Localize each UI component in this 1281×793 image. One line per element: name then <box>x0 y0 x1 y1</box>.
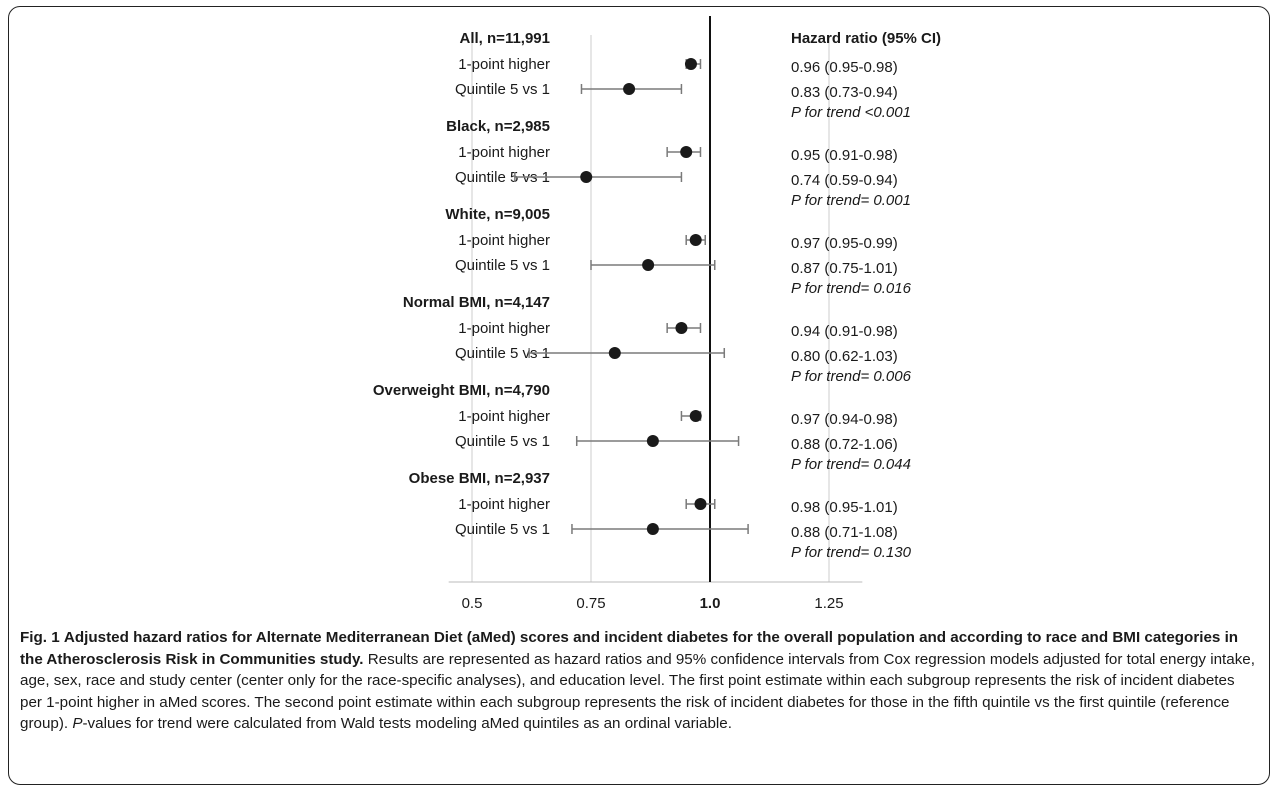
caption-title: Adjusted hazard ratios for Alternate Med… <box>20 629 1239 668</box>
point-estimate <box>689 234 702 246</box>
point-estimate <box>623 83 636 95</box>
point-estimate <box>689 410 702 422</box>
point-estimate <box>684 58 697 70</box>
row-label: 1-point higher <box>458 144 550 161</box>
row-label: Quintile 5 vs 1 <box>455 433 550 450</box>
row-label: 1-point higher <box>458 320 550 337</box>
point-estimate <box>694 498 707 510</box>
row-label: Quintile 5 vs 1 <box>455 521 550 538</box>
point-estimate <box>580 171 593 183</box>
x-tick-label: 1.0 <box>700 595 721 612</box>
hr-value: 0.83 (0.73-0.94) <box>791 84 898 101</box>
p-trend: P for trend= 0.006 <box>791 368 912 385</box>
hr-value: 0.80 (0.62-1.03) <box>791 348 898 365</box>
row-label: 1-point higher <box>458 232 550 249</box>
hr-value: 0.88 (0.71-1.08) <box>791 524 898 541</box>
caption-p-italic: P <box>72 715 83 732</box>
hr-value: 0.98 (0.95-1.01) <box>791 499 898 516</box>
figure-frame <box>8 6 1270 785</box>
hr-value: 0.87 (0.75-1.01) <box>791 260 898 277</box>
p-trend: P for trend= 0.016 <box>791 280 912 297</box>
hr-value: 0.74 (0.59-0.94) <box>791 172 898 189</box>
group-label: Normal BMI, n=4,147 <box>403 294 550 311</box>
hr-value: 0.96 (0.95-0.98) <box>791 59 898 76</box>
group-label: All, n=11,991 <box>460 30 550 47</box>
row-label: 1-point higher <box>458 408 550 425</box>
forest-plot: 0.5 0.75 1.0 1.25 Hazard ratio (95% CI) All, … <box>373 16 941 612</box>
hr-column-header: Hazard ratio (95% CI) <box>791 30 941 47</box>
row-label: Quintile 5 vs 1 <box>455 345 550 362</box>
point-estimate <box>646 523 659 535</box>
p-trend: P for trend <0.001 <box>791 104 911 121</box>
row-label: 1-point higher <box>458 56 550 73</box>
x-tick-label: 1.25 <box>814 595 843 612</box>
p-trend: P for trend= 0.130 <box>791 544 912 561</box>
point-estimate <box>646 435 659 447</box>
hr-value: 0.94 (0.91-0.98) <box>791 323 898 340</box>
row-label: Quintile 5 vs 1 <box>455 81 550 98</box>
x-tick-label: 0.75 <box>576 595 605 612</box>
row-label: Quintile 5 vs 1 <box>455 257 550 274</box>
caption-p-tail: -values for trend were calculated from W… <box>82 715 732 732</box>
hr-value: 0.95 (0.91-0.98) <box>791 147 898 164</box>
p-trend: P for trend= 0.001 <box>791 192 911 209</box>
point-estimate <box>680 146 693 158</box>
x-tick-label: 0.5 <box>462 595 483 612</box>
figure-caption: Fig. 1 Adjusted hazard ratios for Altern… <box>20 627 1258 735</box>
row-label: 1-point higher <box>458 496 550 513</box>
group-label: White, n=9,005 <box>445 206 550 223</box>
p-trend: P for trend= 0.044 <box>791 456 911 473</box>
hr-value: 0.97 (0.95-0.99) <box>791 235 898 252</box>
group-label: Overweight BMI, n=4,790 <box>373 382 550 399</box>
caption-body: Results are represented as hazard ratios… <box>20 650 1255 733</box>
group-label: Obese BMI, n=2,937 <box>409 470 550 487</box>
group-label: Black, n=2,985 <box>446 118 550 135</box>
point-estimate <box>608 347 621 359</box>
point-estimate <box>675 322 688 334</box>
point-estimate <box>642 259 655 271</box>
row-label: Quintile 5 vs 1 <box>455 169 550 186</box>
caption-label: Fig. 1 <box>20 629 60 646</box>
hr-value: 0.88 (0.72-1.06) <box>791 436 898 453</box>
hr-value: 0.97 (0.94-0.98) <box>791 411 898 428</box>
